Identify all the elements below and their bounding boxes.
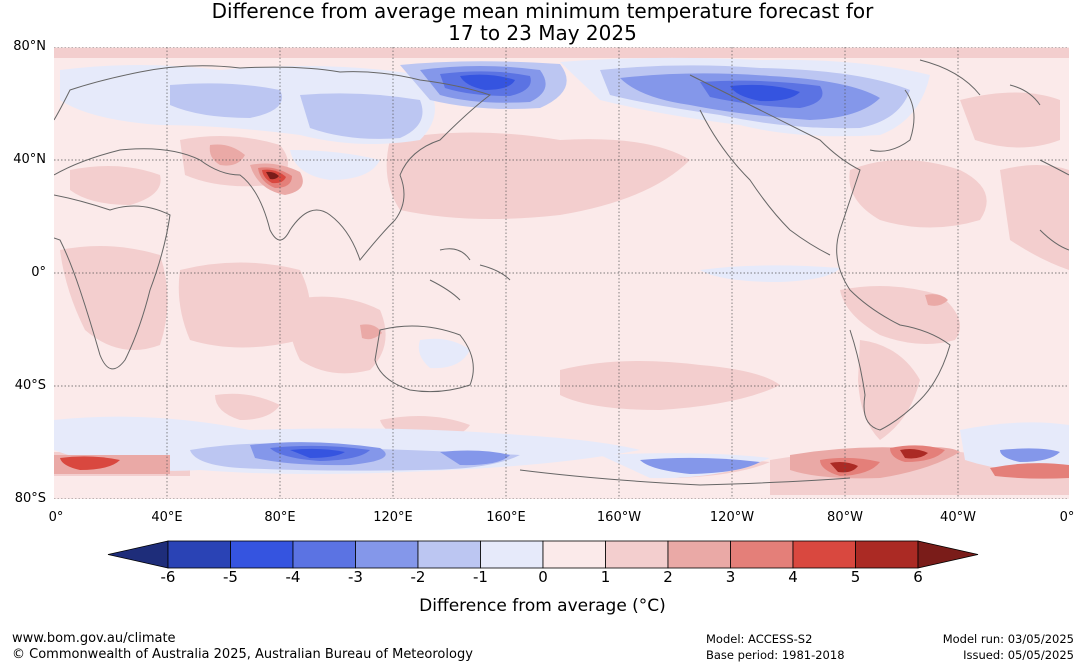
source-url: www.bom.gov.au/climate — [12, 631, 176, 646]
colorbar-tick-label: 0 — [538, 568, 548, 586]
colorbar-segment — [605, 540, 669, 569]
model-run-date: Model run: 03/05/2025 — [942, 632, 1074, 646]
colorbar-label: Difference from average (°C) — [419, 596, 666, 616]
colorbar-segment — [230, 540, 294, 569]
colorbar-segment — [167, 540, 231, 569]
colorbar-extend-low — [107, 540, 169, 569]
coastlines — [54, 59, 1069, 486]
colorbar-segment — [730, 540, 794, 569]
colorbar-segment — [855, 540, 919, 569]
lon-label-120e: 120°E — [373, 510, 413, 525]
lon-label-160w: 160°W — [596, 510, 642, 525]
lat-label-0: 0° — [31, 265, 46, 280]
colorbar-tick-label: -3 — [348, 568, 363, 586]
lat-label-80s: 80°S — [14, 491, 46, 506]
colorbar-segment — [542, 540, 606, 569]
colorbar-tick-label: 2 — [663, 568, 673, 586]
issued-date: Issued: 05/05/2025 — [963, 648, 1074, 662]
colorbar-tick-label: -6 — [160, 568, 176, 586]
colorbar-segment — [792, 540, 856, 569]
lon-label-120w: 120°W — [709, 510, 755, 525]
lon-label-0-right: 0° — [1059, 510, 1075, 525]
colorbar-tick-label: 3 — [725, 568, 736, 586]
colorbar-tick-label: 1 — [600, 568, 611, 586]
warm-anomaly-hotspots — [54, 144, 1069, 479]
colorbar-tick-label: 6 — [913, 568, 923, 586]
colorbar-tick-label: 4 — [788, 568, 798, 586]
base-period: Base period: 1981-2018 — [706, 648, 845, 662]
lat-label-40n: 40°N — [13, 152, 46, 167]
cool-anomaly-patches — [54, 57, 1069, 479]
colorbar-segment — [417, 540, 481, 569]
colorbar-tick-label: -4 — [285, 568, 301, 586]
lon-label-40w: 40°W — [940, 510, 976, 525]
map-title-line1: Difference from average mean minimum tem… — [211, 0, 874, 23]
colorbar-tick-label: -2 — [410, 568, 426, 586]
lon-label-40e: 40°E — [151, 510, 183, 525]
lon-label-160e: 160°E — [486, 510, 526, 525]
graticule — [54, 47, 1069, 499]
lat-label-40s: 40°S — [14, 378, 46, 393]
colorbar-segment — [667, 540, 731, 569]
lon-label-0-left: 0° — [48, 510, 64, 525]
colorbar-tick-label: -5 — [223, 568, 238, 586]
colorbar-segment — [480, 540, 544, 569]
colorbar-segment — [292, 540, 356, 569]
colorbar-tick-label: -1 — [473, 568, 488, 586]
lat-label-80n: 80°N — [13, 39, 46, 54]
lon-label-80w: 80°W — [827, 510, 863, 525]
map-title-line2: 17 to 23 May 2025 — [448, 21, 637, 45]
copyright-text: © Commonwealth of Australia 2025, Austra… — [12, 647, 473, 662]
colorbar-extend-high — [917, 540, 979, 569]
model-name: Model: ACCESS-S2 — [706, 632, 813, 646]
colorbar-tick-label: 5 — [850, 568, 861, 586]
colorbar-segment — [355, 540, 419, 569]
lon-label-80e: 80°E — [264, 510, 296, 525]
